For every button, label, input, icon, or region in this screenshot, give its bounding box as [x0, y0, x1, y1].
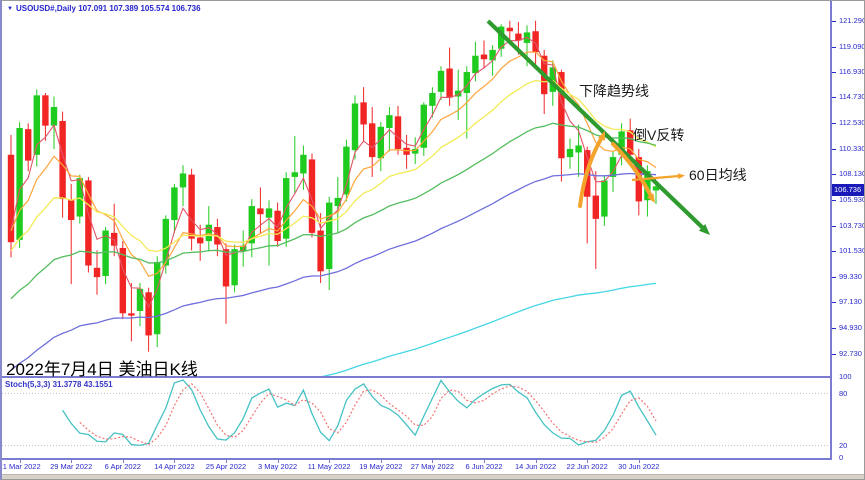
date-tick-label: 6 Apr 2022 — [104, 462, 141, 471]
stochastic-label: Stoch(5,3,3) 31.3778 43.1551 — [5, 380, 113, 389]
candlestick-chart[interactable]: ▼ USOUSD#,Daily 107.091 107.389 105.574 1… — [2, 1, 830, 379]
price-tick-mark — [832, 251, 836, 253]
date-tick-mark — [638, 460, 640, 463]
date-tick-mark — [484, 460, 485, 463]
date-tick-mark — [277, 460, 279, 463]
date-tick-mark — [432, 460, 434, 463]
price-tick-mark — [832, 353, 836, 355]
price-tick-label: 99.330 — [839, 271, 862, 281]
price-axis[interactable]: 106.736 121.290 119.090 116.930 114.730 112.… — [830, 1, 865, 462]
price-tick-mark — [832, 97, 836, 99]
date-tick-mark — [174, 460, 176, 463]
date-tick-mark — [329, 460, 331, 463]
symbol-ohlc-bar: ▼ USOUSD#,Daily 107.091 107.389 105.574 1… — [7, 4, 201, 13]
price-tick-label: 94.930 — [839, 323, 862, 333]
price-tick-label: 105.930 — [839, 194, 865, 204]
date-tick-mark — [535, 460, 537, 463]
price-tick-mark — [832, 199, 836, 201]
date-tick-label: 29 Mar 2022 — [50, 462, 93, 471]
date-tick-label: 6 Jun 2022 — [465, 462, 503, 471]
price-tick-label: 112.530 — [839, 117, 865, 127]
date-tick-label: 3 May 2022 — [257, 462, 298, 471]
price-tick-label: 108.130 — [839, 169, 865, 179]
price-tick-label: 121.290 — [839, 15, 865, 25]
date-tick-label: 22 Jun 2022 — [566, 462, 608, 471]
date-axis[interactable]: 21 Mar 2022 29 Mar 2022 6 Apr 2022 14 Apr 2… — [0, 460, 864, 474]
stoch-scale-label: 80 — [839, 389, 848, 398]
price-tick-label: 92.730 — [839, 348, 862, 358]
price-tick-label: 103.730 — [839, 220, 865, 230]
date-tick-mark — [122, 460, 124, 463]
price-tick-mark — [832, 46, 836, 48]
date-tick-mark — [19, 460, 21, 463]
bottom-strip — [2, 474, 864, 479]
current-price-badge: 106.736 — [832, 184, 864, 197]
date-tick-mark — [71, 460, 73, 463]
date-tick-label: 27 May 2022 — [410, 462, 455, 471]
price-tick-mark — [832, 328, 836, 330]
price-tick-mark — [832, 71, 836, 73]
stoch-scale-label: 100 — [839, 372, 852, 381]
stoch-scale-label: 0 — [839, 453, 844, 462]
annotation-reversal-label: 倒V反转 — [633, 127, 685, 143]
price-tick-mark — [832, 174, 836, 176]
stochastic-panel[interactable]: Stoch(5,3,3) 31.3778 43.1551 — [2, 378, 830, 460]
date-tick-mark — [380, 460, 382, 463]
price-tick-mark — [832, 302, 836, 304]
price-tick-label: 119.090 — [839, 41, 865, 51]
date-tick-label: 14 Jun 2022 — [514, 462, 557, 471]
price-tick-mark — [832, 276, 836, 278]
annotation-ma60-label: 60日均线 — [689, 167, 747, 183]
price-tick-mark — [832, 20, 836, 22]
main-chart-svg — [7, 19, 710, 376]
date-tick-label: 14 Apr 2022 — [154, 462, 195, 471]
date-tick-label: 25 Apr 2022 — [205, 462, 247, 471]
price-tick-label: 101.530 — [839, 246, 865, 256]
symbol-ohlc-label: USOUSD#,Daily 107.091 107.389 105.574 10… — [15, 4, 201, 13]
chart-caption: 2022年7月4日 美油日K线 — [6, 360, 198, 379]
price-tick-label: 97.130 — [839, 297, 862, 307]
price-tick-label: 116.930 — [839, 66, 865, 76]
date-tick-label: 19 May 2022 — [359, 462, 403, 471]
date-tick-label: 21 Mar 2022 — [0, 462, 41, 471]
date-tick-mark — [226, 460, 227, 463]
stoch-scale-label: 20 — [839, 441, 848, 450]
price-tick-mark — [832, 122, 836, 124]
symbol-dropdown-icon[interactable]: ▼ — [7, 6, 13, 12]
annotation-downtrend-label: 下降趋势线 — [579, 83, 649, 99]
stochastic-svg — [2, 379, 830, 447]
date-tick-label: 30 Jun 2022 — [618, 462, 660, 471]
price-tick-label: 114.730 — [839, 92, 865, 102]
date-tick-label: 11 May 2022 — [307, 462, 351, 471]
price-tick-mark — [832, 225, 836, 227]
price-tick-label: 110.330 — [839, 143, 865, 153]
date-tick-mark — [587, 460, 589, 463]
price-tick-mark — [832, 148, 836, 150]
